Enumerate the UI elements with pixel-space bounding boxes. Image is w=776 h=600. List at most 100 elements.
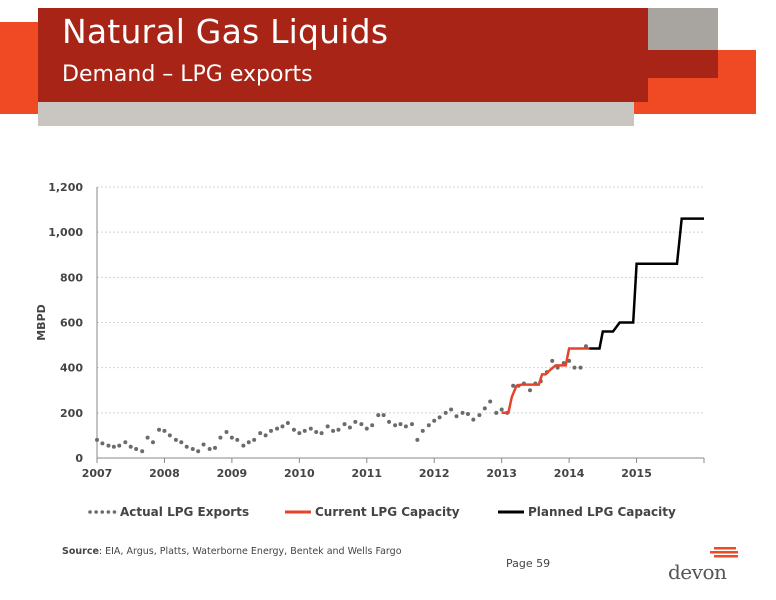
y-tick-label: 400	[60, 362, 83, 375]
data-point-actual-exports	[555, 365, 560, 370]
data-point-actual-exports	[275, 426, 280, 431]
data-point-actual-exports	[572, 365, 577, 370]
source-note: Source: EIA, Argus, Platts, Waterborne E…	[62, 546, 402, 557]
data-point-actual-exports	[477, 413, 482, 418]
data-point-actual-exports	[263, 433, 268, 438]
data-point-actual-exports	[252, 437, 257, 442]
page-title: Natural Gas Liquids	[62, 12, 389, 51]
data-point-actual-exports	[123, 440, 128, 445]
legend-swatch-actual	[88, 510, 118, 514]
data-point-actual-exports	[567, 358, 572, 363]
lpg-exports-chart: 0 200 400 600 800 1,000 1,200 2007 2008 2009 2010 2…	[35, 181, 705, 480]
data-point-actual-exports	[370, 423, 375, 428]
data-point-actual-exports	[494, 410, 499, 415]
devon-stripes-icon	[710, 547, 738, 558]
data-point-actual-exports	[140, 449, 145, 454]
data-point-actual-exports	[550, 358, 555, 363]
x-tick-label: 2012	[419, 467, 450, 480]
data-point-actual-exports	[426, 423, 431, 428]
data-point-actual-exports	[403, 424, 408, 429]
data-point-actual-exports	[302, 428, 307, 433]
devon-logo: devon	[668, 560, 727, 584]
data-point-actual-exports	[499, 407, 504, 412]
legend-item-planned: Planned LPG Capacity	[498, 505, 676, 519]
data-point-actual-exports	[364, 426, 369, 431]
data-point-actual-exports	[460, 410, 465, 415]
data-point-actual-exports	[235, 437, 240, 442]
data-point-actual-exports	[359, 422, 364, 427]
data-point-actual-exports	[196, 449, 201, 454]
data-point-actual-exports	[409, 422, 414, 427]
data-point-actual-exports	[449, 407, 454, 412]
x-tick-label: 2015	[621, 467, 652, 480]
data-point-actual-exports	[207, 446, 212, 451]
data-point-actual-exports	[224, 430, 229, 435]
data-point-actual-exports	[314, 430, 319, 435]
series-line-current-capacity	[501, 347, 590, 415]
data-point-actual-exports	[471, 417, 476, 422]
data-point-actual-exports	[398, 422, 403, 427]
y-tick-label: 1,200	[48, 181, 83, 194]
data-point-actual-exports	[420, 428, 425, 433]
data-point-actual-exports	[297, 431, 302, 436]
data-point-actual-exports	[347, 425, 352, 430]
data-point-actual-exports	[128, 444, 133, 449]
data-point-actual-exports	[482, 406, 487, 411]
data-point-actual-exports	[465, 411, 470, 416]
data-point-actual-exports	[162, 428, 167, 433]
data-point-actual-exports	[280, 424, 285, 429]
data-point-actual-exports	[488, 399, 493, 404]
legend-swatch-current	[285, 510, 311, 514]
data-point-actual-exports	[353, 419, 358, 424]
data-point-actual-exports	[218, 435, 223, 440]
data-point-actual-exports	[179, 440, 184, 445]
y-tick-label: 200	[60, 407, 83, 420]
data-point-actual-exports	[454, 414, 459, 419]
x-tick-label: 2010	[284, 467, 315, 480]
data-point-actual-exports	[381, 413, 386, 418]
x-tick-label: 2007	[82, 467, 113, 480]
data-point-actual-exports	[100, 441, 105, 446]
y-tick-label: 800	[60, 271, 83, 284]
data-point-actual-exports	[578, 365, 583, 370]
data-point-actual-exports	[342, 422, 347, 427]
y-tick-label: 1,000	[48, 226, 83, 239]
legend-label-current: Current LPG Capacity	[315, 505, 460, 519]
legend-item-actual: Actual LPG Exports	[88, 505, 249, 519]
data-point-actual-exports	[134, 446, 139, 451]
data-point-actual-exports	[415, 437, 420, 442]
y-tick-label: 600	[60, 317, 83, 330]
data-point-actual-exports	[285, 420, 290, 425]
data-point-actual-exports	[437, 415, 442, 420]
data-point-actual-exports	[269, 428, 274, 433]
data-point-actual-exports	[184, 444, 189, 449]
x-tick-label: 2013	[486, 467, 517, 480]
data-point-actual-exports	[213, 445, 218, 450]
data-point-actual-exports	[229, 435, 234, 440]
page-number: Page 59	[506, 557, 551, 570]
data-point-actual-exports	[511, 383, 516, 388]
data-point-actual-exports	[331, 428, 336, 433]
y-axis-label: MBPD	[35, 304, 48, 341]
data-point-actual-exports	[308, 426, 313, 431]
data-point-actual-exports	[432, 418, 437, 423]
banner-shadow	[38, 98, 634, 126]
data-point-actual-exports	[336, 427, 341, 432]
banner-extension	[630, 50, 718, 78]
data-point-actual-exports	[583, 344, 588, 349]
x-tick-label: 2014	[554, 467, 585, 480]
title-banner	[38, 8, 648, 102]
y-tick-label: 0	[75, 452, 83, 465]
data-point-actual-exports	[393, 423, 398, 428]
x-tick-label: 2008	[149, 467, 180, 480]
data-point-actual-exports	[190, 446, 195, 451]
data-point-actual-exports	[241, 443, 246, 448]
legend-label-planned: Planned LPG Capacity	[528, 505, 676, 519]
data-point-actual-exports	[376, 413, 381, 418]
legend-swatch-planned	[498, 510, 524, 514]
data-point-actual-exports	[111, 444, 116, 449]
data-point-actual-exports	[246, 440, 251, 445]
data-point-actual-exports	[443, 410, 448, 415]
data-point-actual-exports	[201, 442, 206, 447]
source-text: : EIA, Argus, Platts, Waterborne Energy,…	[98, 546, 402, 557]
